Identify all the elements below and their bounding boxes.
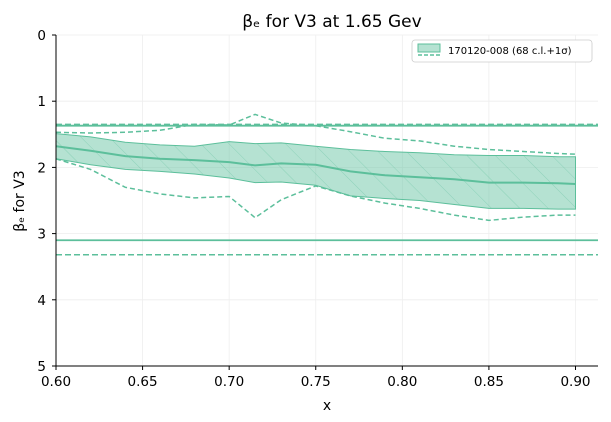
y-tick-label: 2: [37, 160, 46, 176]
y-tick-label: 4: [37, 293, 46, 309]
x-axis-label: x: [323, 398, 331, 414]
uncertainty-band-hatch: [56, 133, 576, 210]
data-layer: [56, 113, 598, 256]
outer-envelope-upper: [56, 113, 576, 155]
y-tick-label: 1: [37, 94, 46, 110]
x-tick-label: 0.60: [41, 374, 71, 390]
x-tick-label: 0.80: [387, 374, 417, 390]
x-tick-label: 0.65: [128, 374, 158, 390]
y-tick-label: 3: [37, 227, 46, 243]
central-line: [56, 145, 576, 185]
legend-swatch-band: [417, 43, 441, 53]
y-axis-label: βₑ for V3: [12, 170, 28, 231]
x-tick-label: 0.75: [301, 374, 331, 390]
x-tick-label: 0.70: [214, 374, 244, 390]
legend: 170120-008 (68 c.l.+1σ): [411, 39, 593, 63]
y-tick-label: 5: [37, 359, 46, 375]
y-tick-label: 0: [37, 28, 46, 44]
outer-envelope-lower: [56, 158, 576, 222]
legend-frame: [411, 39, 593, 63]
x-tick-label: 0.85: [474, 374, 504, 390]
chart-title: βₑ for V3 at 1.65 Gev: [242, 12, 421, 32]
legend-label: 170120-008 (68 c.l.+1σ): [448, 46, 572, 57]
x-tick-label: 0.90: [560, 374, 590, 390]
axes-layer: 0.60 0.65 0.70 0.75 0.80 0.85 0.90 0 1 2 3 4 5: [37, 28, 598, 390]
